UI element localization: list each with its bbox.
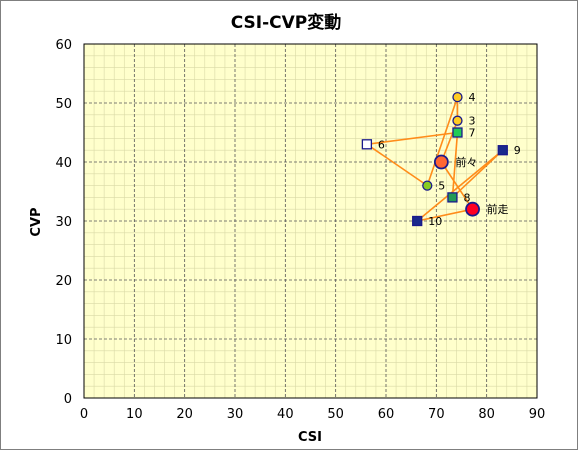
y-tick-label: 20 [55, 274, 72, 289]
point-10-marker [412, 215, 423, 227]
point-labels: 前走 前々 3 4 5 6 7 8 9 10 [378, 91, 521, 228]
point-6-marker [361, 139, 373, 150]
point-label: 前々 [455, 155, 477, 169]
series-lines [366, 96, 504, 222]
y-tick-label: 0 [64, 392, 72, 407]
y-tick-label: 10 [55, 333, 72, 348]
series-line-segment [416, 149, 504, 222]
point-3-marker [452, 115, 463, 126]
y-tick-label: 60 [55, 38, 72, 53]
y-tick-label: 50 [55, 97, 72, 112]
y-axis-title: CVP [29, 207, 44, 236]
point-7-marker [452, 127, 463, 138]
series-line-segment [417, 208, 473, 222]
point-4-marker [452, 91, 463, 103]
x-tick-label: 90 [529, 407, 546, 422]
x-tick-label: 0 [80, 407, 88, 422]
point-9-marker [497, 145, 508, 156]
y-tick-label: 30 [55, 215, 72, 230]
series-line-segment [366, 131, 458, 146]
chart-title: CSI-CVP変動 [231, 12, 342, 33]
series-line-segment [451, 132, 459, 198]
x-tick-label: 30 [227, 407, 244, 422]
point-前走-marker [465, 201, 480, 217]
x-tick-label: 40 [277, 407, 294, 422]
point-label: 10 [428, 215, 442, 228]
point-label: 8 [463, 191, 470, 204]
x-tick-label: 10 [126, 407, 143, 422]
point-8-marker [447, 192, 458, 203]
point-label: 4 [468, 91, 475, 104]
point-label: 7 [468, 127, 475, 140]
point-label: 9 [514, 144, 521, 157]
series-line-segment [366, 143, 428, 187]
major-grid [84, 44, 537, 398]
series-line-segment [426, 96, 459, 186]
x-tick-label: 50 [327, 407, 344, 422]
x-axis: 0 10 20 30 40 50 60 70 80 90 [80, 407, 545, 422]
x-axis-title: CSI [298, 430, 322, 445]
x-tick-label: 20 [176, 407, 193, 422]
point-5-marker [422, 180, 433, 191]
point-label: 6 [378, 138, 385, 151]
data-points [361, 91, 508, 227]
point-前々-marker [433, 154, 449, 170]
point-label: 前走 [487, 202, 509, 216]
x-tick-label: 70 [428, 407, 445, 422]
x-tick-label: 80 [478, 407, 495, 422]
y-tick-label: 40 [55, 156, 72, 171]
y-axis: 0 10 20 30 40 50 60 [55, 38, 72, 407]
point-label: 3 [468, 115, 475, 128]
plot-border [83, 43, 538, 399]
series-line-segment [440, 161, 474, 210]
point-label: 5 [438, 180, 445, 193]
x-tick-label: 60 [378, 407, 395, 422]
